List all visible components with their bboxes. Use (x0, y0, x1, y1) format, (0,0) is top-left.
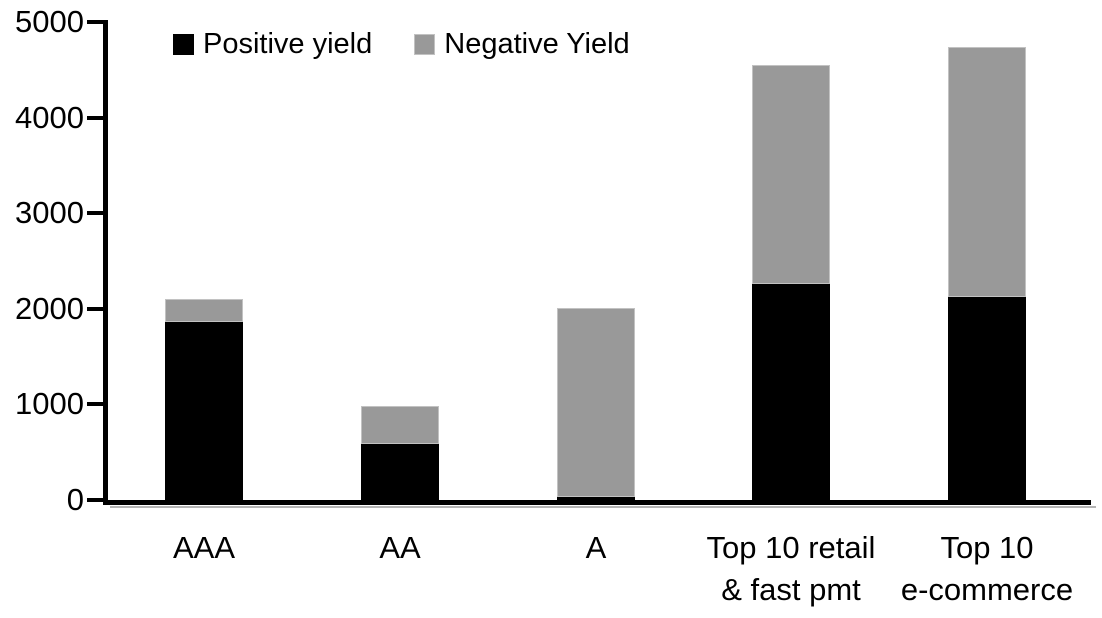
y-tick-mark-3000 (87, 211, 103, 216)
y-tick-mark-1000 (87, 402, 103, 407)
y-tick-mark-5000 (87, 20, 103, 24)
x-category-label-top-10-retail-fast-pmt: Top 10 retail & fast pmt (676, 527, 906, 611)
bar-segment-negative-top-10-retail-fast-pmt (752, 65, 830, 285)
bar-segment-positive-top-10-retail-fast-pmt (752, 284, 830, 502)
y-tick-label-0: 0 (66, 482, 84, 517)
y-tick-mark-2000 (87, 306, 103, 311)
legend: Positive yield Negative Yield (173, 28, 630, 61)
x-category-label-line: Top 10 (940, 530, 1034, 565)
y-tick-label-2000: 2000 (15, 290, 84, 326)
x-category-label-line: e-commerce (900, 572, 1074, 607)
x-axis-line (103, 500, 1091, 505)
bar-segment-negative-aa (361, 406, 439, 444)
legend-item-negative-yield: Negative Yield (414, 28, 630, 61)
y-tick-mark-4000 (87, 115, 103, 120)
y-tick-mark-0 (87, 498, 103, 502)
bar-segment-positive-aa (361, 443, 439, 502)
x-category-label-top-10-e-commerce: Top 10 e-commerce (872, 527, 1102, 611)
legend-label-negative-yield: Negative Yield (444, 28, 630, 60)
bar-segment-positive-a (557, 497, 635, 502)
x-axis-shadow (110, 506, 1096, 508)
y-tick-label-3000: 3000 (15, 195, 84, 231)
y-tick-label-4000: 4000 (15, 99, 84, 135)
y-axis-line (103, 20, 108, 505)
legend-item-positive-yield: Positive yield (173, 28, 372, 61)
x-category-label-aaa: AAA (89, 527, 319, 569)
x-category-label-a: A (481, 527, 711, 569)
legend-label-positive-yield: Positive yield (203, 28, 373, 60)
y-tick-label-5000: 5000 (15, 4, 84, 39)
legend-swatch-negative-yield-icon (414, 34, 436, 55)
legend-swatch-positive-yield-icon (173, 34, 194, 55)
x-category-label-line: A (585, 530, 607, 565)
x-category-label-aa: AA (285, 527, 515, 569)
y-tick-label-1000: 1000 (15, 386, 84, 422)
x-category-label-line: AA (379, 530, 421, 565)
x-category-label-line: Top 10 retail (706, 530, 876, 565)
bar-segment-positive-aaa (165, 322, 243, 502)
bar-segment-negative-top-10-e-commerce (948, 46, 1026, 298)
bar-segment-negative-aaa (165, 299, 243, 323)
x-category-label-line: AAA (172, 530, 236, 565)
bar-segment-negative-a (557, 307, 635, 498)
bar-segment-positive-top-10-e-commerce (948, 297, 1026, 502)
x-category-label-line: & fast pmt (721, 572, 861, 607)
